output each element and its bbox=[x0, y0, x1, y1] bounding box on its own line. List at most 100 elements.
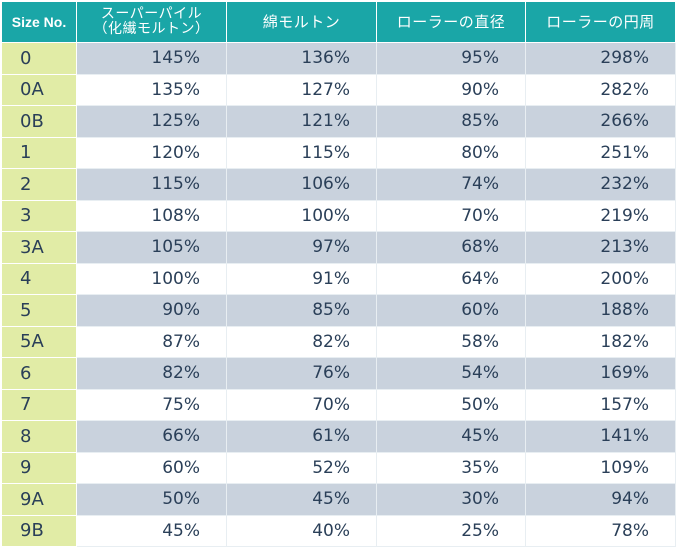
table-row: 5 90% 85% 60% 188% bbox=[1, 294, 676, 327]
header-super-pile-line1: スーパーパイル bbox=[100, 6, 203, 22]
table-row: 1 120% 115% 80% 251% bbox=[1, 136, 676, 169]
cell-size: 0 bbox=[1, 42, 77, 75]
cell-roller-circumference: 213% bbox=[525, 231, 676, 264]
cell-roller-diameter: 25% bbox=[376, 514, 526, 547]
table-row: 7 75% 70% 50% 157% bbox=[1, 388, 676, 421]
table-row: 3A 105% 97% 68% 213% bbox=[1, 231, 676, 264]
cell-roller-diameter: 70% bbox=[376, 199, 526, 232]
table-row: 8 66% 61% 45% 141% bbox=[1, 420, 676, 453]
cell-super-pile: 87% bbox=[76, 325, 227, 358]
cell-size: 4 bbox=[1, 262, 77, 295]
cell-super-pile: 60% bbox=[76, 451, 227, 484]
cell-roller-circumference: 251% bbox=[525, 136, 676, 169]
cell-cotton-molton: 45% bbox=[226, 483, 377, 516]
cell-roller-diameter: 45% bbox=[376, 420, 526, 453]
cell-roller-circumference: 78% bbox=[525, 514, 676, 547]
cell-cotton-molton: 97% bbox=[226, 231, 377, 264]
table-body: 0 145% 136% 95% 298% 0A 135% 127% 90% 282% 0B 125% 1… bbox=[1, 42, 676, 547]
cell-super-pile: 135% bbox=[76, 73, 227, 106]
cell-roller-circumference: 109% bbox=[525, 451, 676, 484]
cell-roller-diameter: 68% bbox=[376, 231, 526, 264]
cell-super-pile: 75% bbox=[76, 388, 227, 421]
cell-cotton-molton: 136% bbox=[226, 42, 377, 75]
cell-roller-circumference: 232% bbox=[525, 168, 676, 201]
table-header: Size No. スーパーパイル （化繊モルトン） 綿モルトン ローラーの直径 … bbox=[1, 1, 676, 43]
cell-super-pile: 82% bbox=[76, 357, 227, 390]
cell-cotton-molton: 40% bbox=[226, 514, 377, 547]
cell-size: 1 bbox=[1, 136, 77, 169]
cell-size: 8 bbox=[1, 420, 77, 453]
table-row: 6 82% 76% 54% 169% bbox=[1, 357, 676, 390]
cell-size: 0A bbox=[1, 73, 77, 106]
cell-cotton-molton: 127% bbox=[226, 73, 377, 106]
cell-roller-diameter: 95% bbox=[376, 42, 526, 75]
cell-cotton-molton: 91% bbox=[226, 262, 377, 295]
cell-roller-circumference: 94% bbox=[525, 483, 676, 516]
cell-roller-diameter: 54% bbox=[376, 357, 526, 390]
cell-super-pile: 66% bbox=[76, 420, 227, 453]
header-super-pile: スーパーパイル （化繊モルトン） bbox=[76, 1, 227, 43]
cell-roller-diameter: 60% bbox=[376, 294, 526, 327]
cell-cotton-molton: 82% bbox=[226, 325, 377, 358]
cell-cotton-molton: 76% bbox=[226, 357, 377, 390]
cell-super-pile: 115% bbox=[76, 168, 227, 201]
cell-cotton-molton: 85% bbox=[226, 294, 377, 327]
cell-cotton-molton: 61% bbox=[226, 420, 377, 453]
cell-cotton-molton: 70% bbox=[226, 388, 377, 421]
cell-roller-diameter: 74% bbox=[376, 168, 526, 201]
cell-roller-circumference: 157% bbox=[525, 388, 676, 421]
cell-roller-diameter: 90% bbox=[376, 73, 526, 106]
cell-size: 2 bbox=[1, 168, 77, 201]
table-row: 9 60% 52% 35% 109% bbox=[1, 451, 676, 484]
cell-size: 3A bbox=[1, 231, 77, 264]
header-cotton-molton: 綿モルトン bbox=[226, 1, 377, 43]
cell-roller-diameter: 80% bbox=[376, 136, 526, 169]
table-row: 9B 45% 40% 25% 78% bbox=[1, 514, 676, 547]
cell-size: 3 bbox=[1, 199, 77, 232]
cell-cotton-molton: 100% bbox=[226, 199, 377, 232]
table-row: 9A 50% 45% 30% 94% bbox=[1, 483, 676, 516]
cell-super-pile: 45% bbox=[76, 514, 227, 547]
cell-roller-diameter: 85% bbox=[376, 105, 526, 138]
cell-super-pile: 125% bbox=[76, 105, 227, 138]
cell-roller-circumference: 141% bbox=[525, 420, 676, 453]
table-row: 5A 87% 82% 58% 182% bbox=[1, 325, 676, 358]
cell-roller-circumference: 200% bbox=[525, 262, 676, 295]
cell-super-pile: 145% bbox=[76, 42, 227, 75]
cell-super-pile: 105% bbox=[76, 231, 227, 264]
cell-roller-diameter: 50% bbox=[376, 388, 526, 421]
cell-roller-diameter: 30% bbox=[376, 483, 526, 516]
cell-cotton-molton: 115% bbox=[226, 136, 377, 169]
header-size: Size No. bbox=[1, 1, 77, 43]
table-row: 2 115% 106% 74% 232% bbox=[1, 168, 676, 201]
header-roller-diameter: ローラーの直径 bbox=[376, 1, 526, 43]
cell-roller-circumference: 298% bbox=[525, 42, 676, 75]
cell-roller-circumference: 219% bbox=[525, 199, 676, 232]
table-row: 4 100% 91% 64% 200% bbox=[1, 262, 676, 295]
header-roller-circumference: ローラーの円周 bbox=[525, 1, 676, 43]
cell-size: 0B bbox=[1, 105, 77, 138]
cell-size: 9 bbox=[1, 451, 77, 484]
cell-super-pile: 100% bbox=[76, 262, 227, 295]
cell-size: 7 bbox=[1, 388, 77, 421]
header-row: Size No. スーパーパイル （化繊モルトン） 綿モルトン ローラーの直径 … bbox=[1, 1, 676, 43]
cell-roller-circumference: 282% bbox=[525, 73, 676, 106]
cell-super-pile: 108% bbox=[76, 199, 227, 232]
cell-size: 6 bbox=[1, 357, 77, 390]
table-row: 0 145% 136% 95% 298% bbox=[1, 42, 676, 75]
table-row: 0A 135% 127% 90% 282% bbox=[1, 73, 676, 106]
cell-super-pile: 50% bbox=[76, 483, 227, 516]
cell-roller-circumference: 169% bbox=[525, 357, 676, 390]
cell-size: 5 bbox=[1, 294, 77, 327]
cell-roller-diameter: 58% bbox=[376, 325, 526, 358]
cell-size: 9B bbox=[1, 514, 77, 547]
cell-super-pile: 120% bbox=[76, 136, 227, 169]
cell-cotton-molton: 106% bbox=[226, 168, 377, 201]
cell-cotton-molton: 52% bbox=[226, 451, 377, 484]
cell-roller-diameter: 64% bbox=[376, 262, 526, 295]
cell-cotton-molton: 121% bbox=[226, 105, 377, 138]
cell-roller-circumference: 188% bbox=[525, 294, 676, 327]
table-row: 0B 125% 121% 85% 266% bbox=[1, 105, 676, 138]
table-row: 3 108% 100% 70% 219% bbox=[1, 199, 676, 232]
